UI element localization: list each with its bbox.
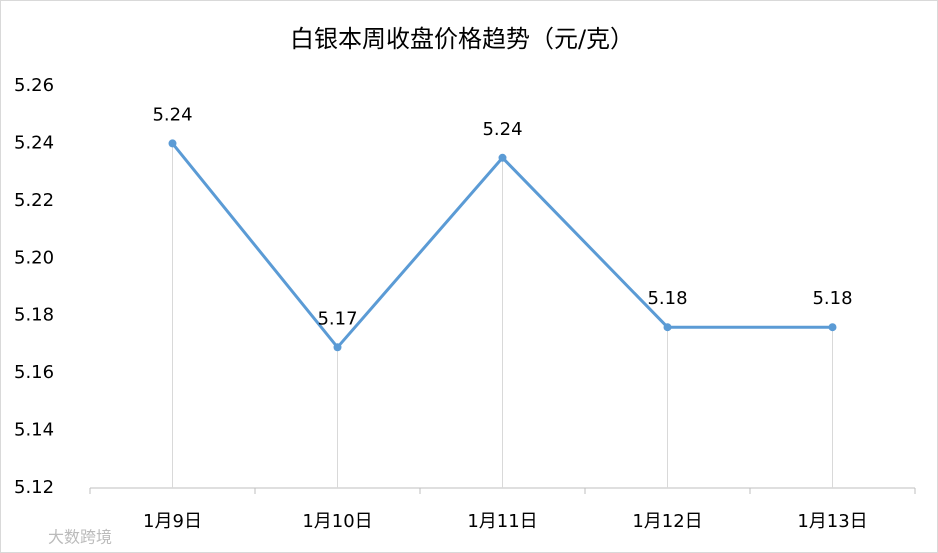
point <box>663 323 672 332</box>
point <box>498 153 507 162</box>
x-tick-label: 1月12日 <box>632 511 702 532</box>
x-tick-label: 1月13日 <box>797 511 867 532</box>
value-label: 5.24 <box>482 119 522 140</box>
value-label: 5.24 <box>152 104 192 125</box>
y-tick-label: 5.12 <box>14 477 54 498</box>
chart-title: 白银本周收盘价格趋势（元/克） <box>290 25 634 53</box>
point <box>168 139 177 148</box>
y-tick-label: 5.14 <box>14 420 54 441</box>
x-tick-label: 1月9日 <box>143 511 202 532</box>
x-tick-label: 1月11日 <box>467 511 537 532</box>
y-tick-label: 5.18 <box>14 305 54 326</box>
point <box>828 323 837 332</box>
y-tick-label: 5.20 <box>14 247 54 268</box>
y-tick-label: 5.22 <box>14 190 54 211</box>
y-tick-label: 5.16 <box>14 362 54 383</box>
value-label: 5.18 <box>812 288 852 309</box>
point <box>333 343 342 352</box>
value-label: 5.18 <box>647 288 687 309</box>
value-label: 5.17 <box>317 308 357 329</box>
y-tick-label: 5.26 <box>14 75 54 96</box>
watermark: 大数跨境 <box>48 528 112 547</box>
y-tick-label: 5.24 <box>14 132 54 153</box>
x-tick-label: 1月10日 <box>302 511 372 532</box>
